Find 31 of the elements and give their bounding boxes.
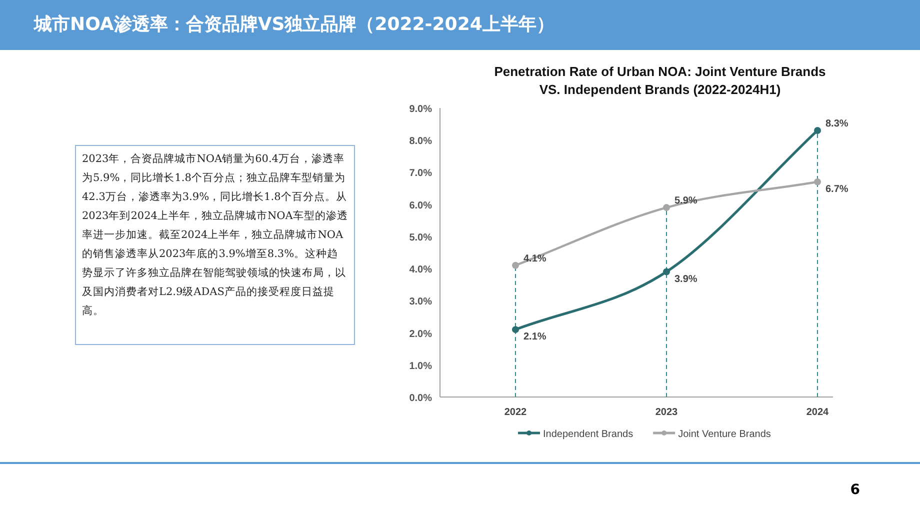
point	[663, 268, 670, 276]
text: 城市NOA渗透率：合资品牌VS独立品牌（2022-2024上半年）	[0, 0, 920, 50]
text: 6	[850, 482, 860, 498]
chart-subtitle: Penetration Rate of Urban NOA: Joint Venture Brands VS. Independent Brands (2022-2024H1)	[494, 64, 826, 97]
point	[512, 262, 519, 269]
data-label: 4.1%	[524, 253, 546, 264]
y-tick-label: 4.0%	[409, 264, 432, 276]
y-tick-label: 1.0%	[409, 360, 432, 372]
y-tick-label: 9.0%	[409, 104, 432, 115]
data-label: 5.9%	[674, 196, 698, 207]
point	[512, 326, 519, 334]
y-tick-label: 6.0%	[409, 200, 432, 212]
legend-label: Independent Brands	[543, 429, 634, 440]
y-tick-label: 8.0%	[409, 136, 432, 148]
y-tick-label: 3.0%	[409, 296, 432, 308]
x-tick-label: 2023	[655, 407, 678, 418]
x-tick-label: 2022	[504, 407, 528, 418]
y-tick-label: 2.0%	[409, 328, 432, 340]
y-tick-label: 7.0%	[409, 168, 432, 180]
point	[814, 126, 821, 134]
text: 2023年，合资品牌城市NOA销量为60.4万台，渗透率为5.9%，同比增长1.8个百分点；独立品牌车型销量为42.3万台，渗透率为3.9%，同比增长1.8个百分点。从2023年到2024上半年，独立品牌城市NOA车型的渗透率进一步加速。截至2024上半年，独立品牌城市NOA的销售渗透率从2023年底的3.9%增至8.3%。这种趋势显示了许多独立品牌在智能驾驶领域的快速布局，以及国内消费者对L2.9级ADAS产品的接受程度日益提高。	[82, 153, 348, 317]
y-tick-label: 5.0%	[409, 232, 432, 244]
data-label: 2.1%	[524, 332, 546, 343]
data-label: 6.7%	[826, 184, 848, 195]
legend-label: Joint Venture Brands	[678, 429, 771, 440]
point	[663, 204, 670, 212]
x-tick-label: 2024	[806, 407, 830, 418]
y-tick-label: 0.0%	[409, 393, 432, 404]
point	[814, 178, 821, 186]
data-label: 8.3%	[826, 118, 848, 130]
data-label: 3.9%	[674, 274, 698, 285]
